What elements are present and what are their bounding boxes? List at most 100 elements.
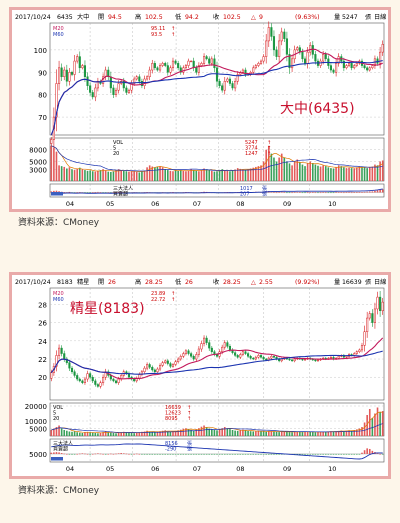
volume-bar [130, 171, 133, 181]
candle-body [254, 65, 257, 69]
inst-bar [314, 192, 317, 194]
volume-bar [270, 153, 273, 181]
candle-body [83, 65, 87, 78]
ma20-line [50, 48, 383, 136]
inst-cumulative-line [51, 443, 383, 460]
inst-bar [99, 453, 102, 455]
candle-body [96, 384, 99, 387]
candle-body [324, 54, 327, 60]
candle-body [195, 67, 198, 73]
candle-body [99, 382, 102, 387]
header-high-label: 高 [135, 278, 141, 286]
candle-body [104, 69, 107, 78]
chart-logo-mark [51, 457, 63, 461]
candle-body [81, 65, 84, 69]
volume-bar [304, 166, 306, 181]
candle-body [140, 80, 143, 86]
inst-bar [244, 453, 247, 455]
inst-bar [249, 453, 252, 455]
inst-legend-value: 207 [240, 192, 250, 198]
volume-bar [255, 166, 257, 181]
inst-bar [172, 453, 174, 455]
inst-bar [55, 452, 58, 454]
inst-bar [340, 192, 343, 193]
candle-body [303, 58, 307, 64]
inst-legend-unit: 張 [187, 441, 192, 447]
volume-bar [205, 427, 208, 436]
inst-bar [270, 453, 273, 455]
volume-bar [148, 431, 151, 436]
inst-bar [371, 450, 374, 454]
volume-bar [249, 431, 252, 436]
volume-bar [156, 431, 159, 436]
volume-bar [234, 169, 236, 181]
header-high-value: 28.25 [145, 279, 163, 286]
volume-bar [99, 432, 102, 436]
volume-bar [376, 407, 379, 436]
candle-body [60, 67, 63, 78]
candle-body [179, 356, 182, 360]
volume-bar [76, 432, 78, 436]
volume-bar [226, 170, 229, 181]
volume-bar [110, 172, 112, 181]
volume-bar [278, 157, 280, 181]
header-high-label: 高 [135, 13, 141, 21]
volume-bar [71, 431, 73, 436]
volume-bar [260, 165, 262, 181]
volume-bar [50, 430, 53, 436]
volume-bar [345, 168, 348, 181]
inst-bar [68, 191, 71, 193]
volume-bar [270, 431, 273, 436]
volume-bar [345, 430, 348, 436]
inst-legend-value: 1017 [240, 186, 253, 192]
inst-bar [154, 453, 156, 455]
candle-body [353, 65, 356, 69]
volume-bar [141, 171, 143, 181]
inst-bar [319, 453, 322, 455]
inst-bar [120, 192, 123, 193]
volume-bar [172, 431, 174, 436]
volume-bar [63, 166, 66, 181]
candle-body [329, 356, 332, 359]
inst-bar [309, 453, 312, 455]
volume-bar [179, 429, 182, 436]
inst-bar [71, 453, 73, 455]
candle-body [360, 345, 364, 351]
inst-bar [361, 452, 363, 454]
volume-bar [104, 431, 107, 436]
inst-bar [195, 453, 198, 455]
inst-bar [337, 453, 340, 455]
volume-bar [252, 431, 255, 436]
candle-body [337, 356, 340, 359]
chart-logo-mark [51, 192, 63, 196]
volume-bar [190, 430, 192, 436]
inst-bar [122, 453, 125, 454]
candle-body [293, 358, 296, 362]
candle-body [112, 378, 115, 382]
inst-bar [366, 448, 368, 454]
candle-body [347, 63, 351, 66]
header-change-value: 2.55 [259, 279, 273, 286]
price-tick-label: 22 [38, 356, 47, 364]
inst-bar [345, 453, 348, 455]
volume-bar [112, 171, 115, 181]
inst-bar [260, 453, 262, 455]
volume-bar [322, 165, 324, 181]
volume-bar [211, 429, 213, 436]
month-label: 10 [328, 465, 336, 473]
volume-tick-label: 5000 [29, 158, 47, 166]
candle-body [381, 44, 384, 53]
volume-legend-label: 5 [53, 411, 56, 417]
candle-body [164, 360, 167, 363]
stock-title: 精星(8183) [70, 301, 145, 317]
candle-body [270, 356, 273, 359]
price-legend-label: M60 [53, 297, 64, 303]
candle-body [223, 342, 226, 348]
inst-bar [115, 453, 117, 455]
volume-bar [97, 433, 99, 436]
volume-bar [358, 166, 361, 181]
volume-bar [379, 412, 381, 436]
volume-bar [353, 430, 356, 436]
candle-body [329, 65, 332, 71]
volume-bar [229, 171, 231, 181]
